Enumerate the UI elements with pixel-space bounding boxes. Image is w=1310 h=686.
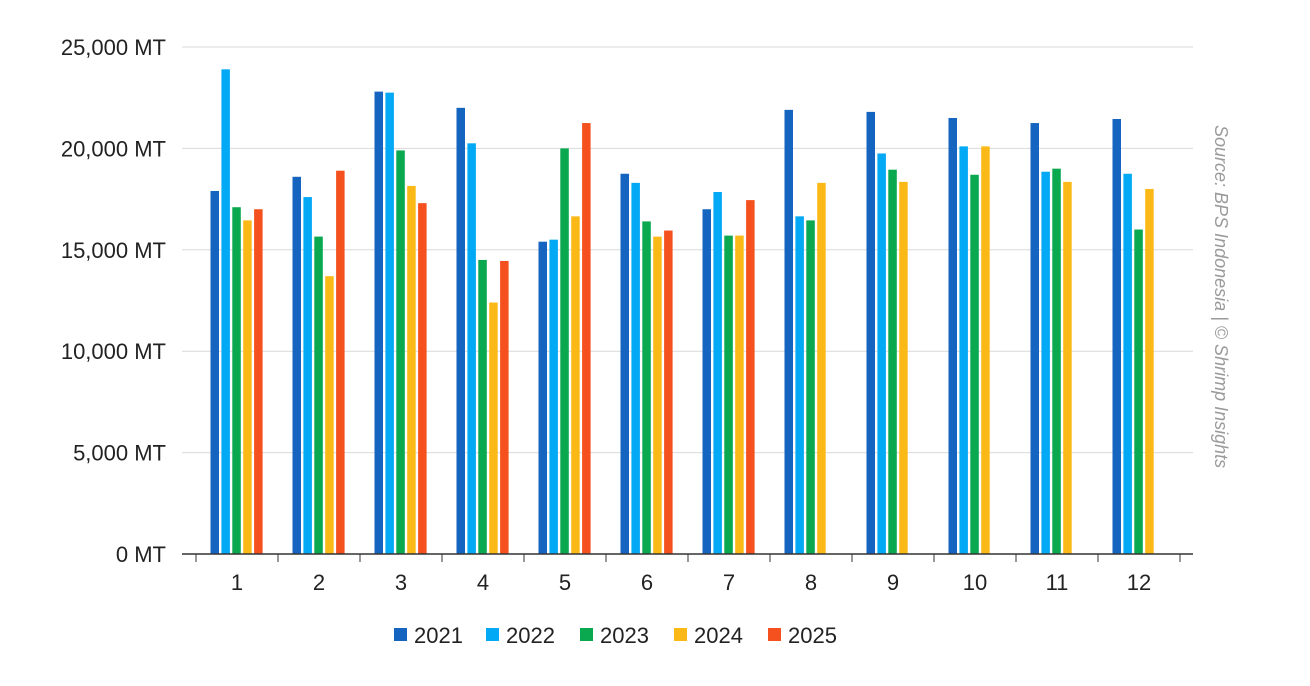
legend-label-2024: 2024	[694, 623, 743, 648]
legend-label-2025: 2025	[788, 623, 837, 648]
bar-2025-3	[418, 203, 427, 554]
bar-2023-9	[888, 169, 897, 554]
bar-2025-2	[336, 170, 345, 554]
legend-label-2022: 2022	[506, 623, 555, 648]
legend-label-2023: 2023	[600, 623, 649, 648]
legend: 2021 2022 2023 2024 2025	[394, 623, 837, 648]
bar-2024-3	[407, 185, 416, 554]
bar-2021-10	[948, 117, 957, 554]
bar-2023-2	[314, 236, 323, 555]
bars	[210, 69, 1154, 555]
bar-2024-6	[653, 236, 662, 555]
bar-2023-4	[478, 259, 487, 554]
bar-2025-4	[500, 260, 509, 554]
x-tick-label: 10	[963, 570, 987, 595]
bar-2022-2	[303, 197, 312, 554]
x-tick-label: 8	[805, 570, 817, 595]
bar-2022-11	[1041, 171, 1050, 555]
bar-2024-7	[735, 235, 744, 554]
bar-2023-6	[642, 221, 651, 554]
legend-label-2021: 2021	[414, 623, 463, 648]
bar-2023-1	[232, 207, 241, 554]
x-tick-label: 2	[313, 570, 325, 595]
source-note: Source: BPS Indonesia | © Shrimp Insight…	[1211, 125, 1231, 468]
x-tick-label: 7	[723, 570, 735, 595]
x-tick-label: 3	[395, 570, 407, 595]
bar-2021-1	[210, 190, 219, 554]
bar-2021-4	[456, 107, 465, 554]
bar-2025-6	[664, 230, 673, 554]
y-tick-label: 20,000 MT	[61, 136, 166, 161]
bar-2024-12	[1145, 188, 1154, 554]
x-tick-label: 4	[477, 570, 489, 595]
bar-2023-12	[1134, 229, 1143, 554]
x-tick-label: 5	[559, 570, 571, 595]
bar-2022-4	[467, 143, 476, 554]
bar-2024-10	[981, 146, 990, 554]
legend-swatch-2023	[580, 628, 593, 641]
legend-swatch-2021	[394, 628, 407, 641]
bar-2022-7	[713, 192, 722, 554]
legend-swatch-2025	[768, 628, 781, 641]
bar-2022-10	[959, 146, 968, 554]
legend-swatch-2022	[486, 628, 499, 641]
x-tick-label: 12	[1127, 570, 1151, 595]
bar-2024-5	[571, 216, 580, 554]
y-tick-label: 10,000 MT	[61, 339, 166, 364]
y-tick-label: 5,000 MT	[73, 441, 166, 466]
bar-2021-3	[374, 91, 383, 554]
bar-2023-3	[396, 150, 405, 555]
bar-2021-2	[292, 176, 301, 555]
bar-2021-7	[702, 209, 711, 555]
bar-2021-8	[784, 109, 793, 555]
bar-2021-9	[866, 111, 875, 555]
bar-2023-10	[970, 174, 979, 554]
x-tick-label: 6	[641, 570, 653, 595]
y-tick-label: 15,000 MT	[61, 238, 166, 263]
bar-2023-5	[560, 148, 569, 554]
bar-2022-12	[1123, 173, 1132, 554]
bar-2021-5	[538, 241, 547, 555]
bar-2025-1	[254, 209, 263, 555]
bar-2021-6	[620, 173, 629, 554]
x-tick-label: 11	[1046, 570, 1069, 595]
bar-2023-7	[724, 235, 733, 554]
x-axis: 1 2 3 4 5 6 7 8 9 10 11 12	[182, 553, 1193, 595]
bar-2024-1	[243, 220, 252, 555]
legend-swatch-2024	[674, 628, 687, 641]
bar-2023-11	[1052, 168, 1061, 554]
bar-2022-3	[385, 92, 394, 554]
bar-2024-11	[1063, 181, 1072, 554]
bar-2025-5	[582, 123, 591, 555]
bar-2021-11	[1030, 123, 1039, 555]
bar-2021-12	[1112, 118, 1121, 554]
bar-2024-2	[325, 276, 334, 554]
bar-2022-8	[795, 216, 804, 554]
y-tick-label: 25,000 MT	[61, 35, 166, 60]
y-tick-label: 0 MT	[116, 542, 166, 567]
bar-2025-7	[746, 200, 755, 554]
bar-2022-5	[549, 239, 558, 554]
bar-2023-8	[806, 220, 815, 555]
bar-2024-9	[899, 181, 908, 554]
gridlines	[182, 46, 1193, 454]
y-axis: 0 MT 5,000 MT 10,000 MT 15,000 MT 20,000 MT 2…	[61, 35, 166, 567]
bar-2022-6	[631, 182, 640, 554]
bar-2024-4	[489, 302, 498, 554]
bar-2022-9	[877, 153, 886, 554]
bar-2022-1	[221, 69, 230, 555]
bar-2024-8	[817, 182, 826, 554]
x-tick-label: 9	[887, 570, 899, 595]
x-tick-label: 1	[231, 570, 243, 595]
